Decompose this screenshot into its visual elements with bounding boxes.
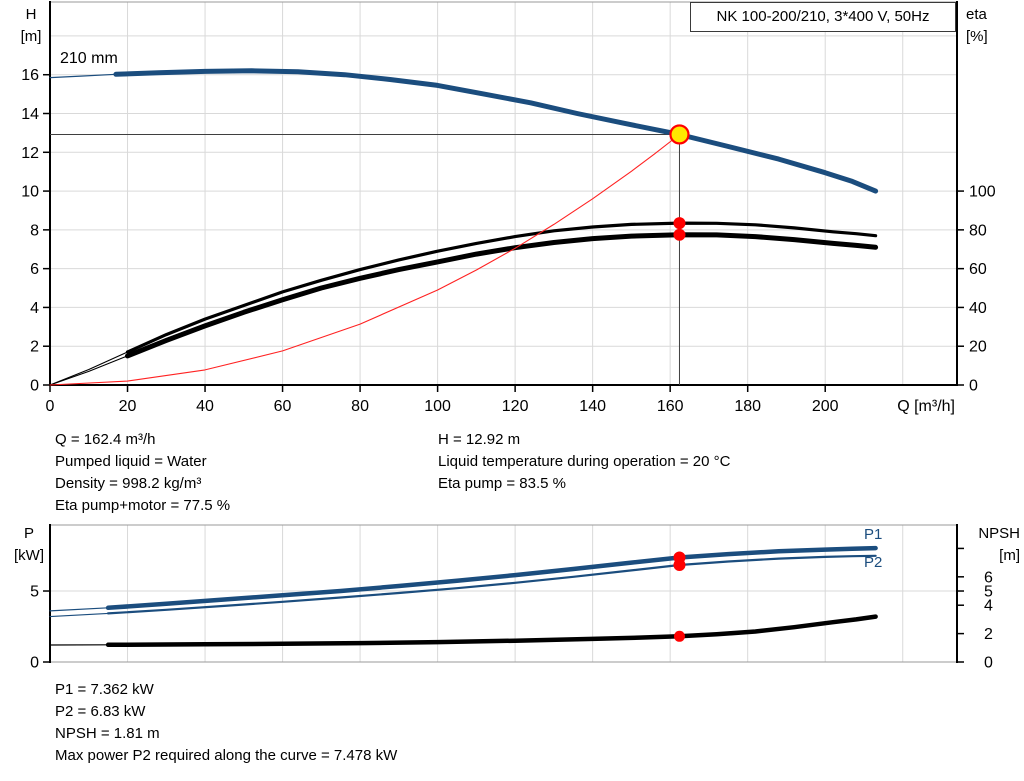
- series-p1-power: [49, 607, 109, 612]
- axes-frame: [49, 524, 958, 663]
- x-tick-label: 160: [657, 398, 684, 415]
- y-right-tick-label: 6: [984, 569, 993, 586]
- y-right-tick-label: 5: [984, 584, 993, 601]
- p2-point: [673, 559, 686, 572]
- series-head-210mm: [49, 73, 117, 79]
- p2-value: P2 = 6.83 kW: [55, 703, 146, 720]
- x-axis-label: Q [m³/h]: [897, 398, 955, 415]
- max-power-value: Max power P2 required along the curve = …: [55, 747, 398, 764]
- h-value: H = 12.92 m: [438, 431, 521, 448]
- duty-point-marker[interactable]: [669, 124, 690, 145]
- qh-eta-chart-svg: 0 20 40 60 80 100 120 140 160 180 2000246810121416…: [21, 1, 996, 415]
- y-left-tick-label: 14: [21, 106, 39, 123]
- x-tick-label: 80: [351, 398, 369, 415]
- density: Density = 998.2 kg/m³: [55, 475, 202, 492]
- x-tick-label: 60: [274, 398, 292, 415]
- series-npsh: [105, 614, 878, 648]
- npsh-point: [673, 630, 685, 642]
- gridlines: [50, 2, 957, 385]
- p1-curve-label: P1: [864, 526, 883, 543]
- y-right-tick-label: 2: [984, 626, 993, 643]
- x-tick-label: 140: [579, 398, 606, 415]
- y-right-tick-label: 0: [969, 378, 978, 395]
- power-data-block: P1 = 7.362 kW P2 = 6.83 kW NPSH = 1.81 m…: [55, 679, 397, 767]
- x-tick-label: 0: [46, 398, 55, 415]
- x-tick-label: 200: [812, 398, 839, 415]
- liquid-temperature: Liquid temperature during operation = 20…: [438, 453, 731, 470]
- y-left-tick-label: 8: [30, 222, 39, 239]
- p1-value: P1 = 7.362 kW: [55, 681, 154, 698]
- y-right-tick-label: 40: [969, 300, 987, 317]
- y-right-tick-label: 60: [969, 261, 987, 278]
- q-value: Q = 162.4 m³/h: [55, 431, 156, 448]
- pumped-liquid: Pumped liquid = Water: [55, 453, 207, 470]
- p-axis-title: P [kW]: [14, 525, 44, 564]
- y-right-tick-label: 20: [969, 339, 987, 356]
- duty-data-column-1: Q = 162.4 m³/h Pumped liquid = Water Den…: [55, 429, 230, 517]
- npsh-axis-title: NPSH [m]: [978, 525, 1020, 564]
- h-axis-title: H [m]: [20, 6, 42, 45]
- axes-frame: [49, 1, 958, 386]
- series-system-curve: [49, 133, 681, 386]
- npsh-value: NPSH = 1.81 m: [55, 725, 160, 742]
- y-left-tick-label: 12: [21, 145, 39, 162]
- y-left-tick-label: 2: [30, 339, 39, 356]
- duty-data-column-2: H = 12.92 m Liquid temperature during op…: [438, 429, 730, 495]
- p2-curve-label: P2: [864, 554, 883, 571]
- series-p1-power: [105, 545, 878, 611]
- series-eta-pump: [49, 351, 129, 386]
- pump-title-box: NK 100-200/210, 3*400 V, 50Hz: [690, 2, 956, 32]
- eta-pump-point: [673, 217, 686, 230]
- y-left-tick-label: 4: [30, 300, 39, 317]
- eta-axis-title: eta [%]: [966, 6, 988, 45]
- y-left-tick-label: 6: [30, 261, 39, 278]
- y-left-tick-label: 10: [21, 184, 39, 201]
- duty-crosshair: [50, 133, 680, 385]
- eta-pump: Eta pump = 83.5 %: [438, 475, 566, 492]
- eta-pump-motor-point: [673, 228, 686, 241]
- x-tick-label: 20: [119, 398, 137, 415]
- tick-labels: 0 20 40 60 80 100 120 140 160 180 2000246810121416…: [21, 67, 996, 415]
- y-right-tick-label: 100: [969, 184, 996, 201]
- x-tick-label: 40: [196, 398, 214, 415]
- x-tick-label: 180: [734, 398, 761, 415]
- eta-pump-motor: Eta pump+motor = 77.5 %: [55, 497, 231, 514]
- x-tick-label: 100: [424, 398, 451, 415]
- series-p2-power: [49, 612, 109, 618]
- y-right-tick-label: 80: [969, 222, 987, 239]
- series-p2-power: [106, 554, 877, 615]
- y-left-tick-label: 0: [30, 655, 39, 672]
- series-eta-pump-motor: [125, 232, 879, 359]
- y-left-tick-label: 16: [21, 67, 39, 84]
- y-right-tick-label: 4: [984, 598, 993, 615]
- y-left-tick-label: 0: [30, 378, 39, 395]
- series-head-210mm: [113, 68, 879, 194]
- x-tick-label: 120: [502, 398, 529, 415]
- y-right-tick-label: 0: [984, 655, 993, 672]
- impeller-diameter-label: 210 mm: [60, 50, 118, 67]
- series-eta-pump: [125, 221, 878, 354]
- series-eta-pump-motor: [49, 355, 129, 386]
- y-left-tick-label: 5: [30, 584, 39, 601]
